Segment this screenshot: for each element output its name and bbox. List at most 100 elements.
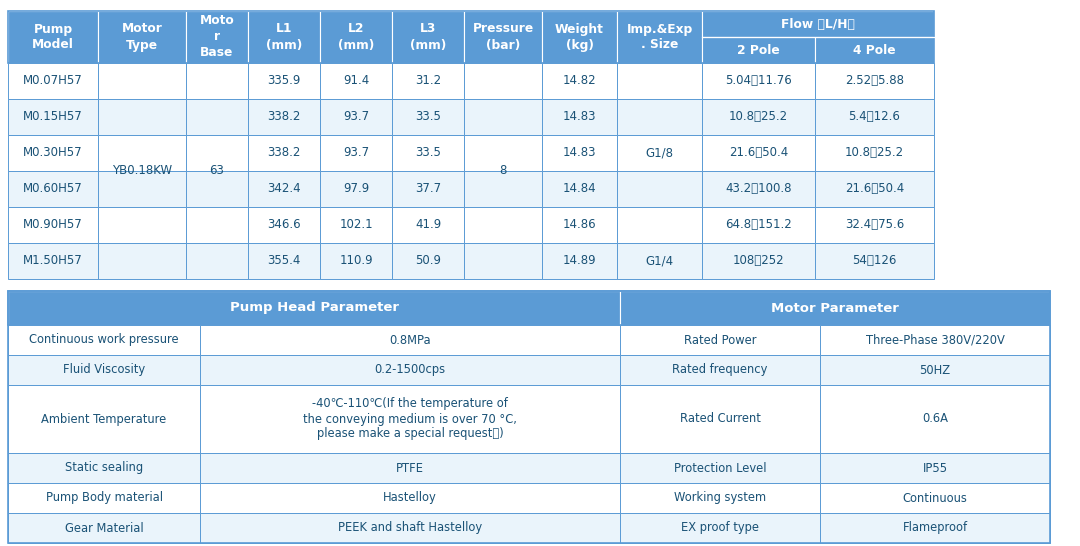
Text: 64.8～151.2: 64.8～151.2 [725,218,792,232]
Bar [200,325,620,355]
Bar [392,11,464,63]
Bar [8,325,200,355]
Text: Motor
Type: Motor Type [122,22,162,51]
Bar [820,325,1050,355]
Bar [620,385,820,453]
Text: 110.9: 110.9 [339,254,373,268]
Bar [200,513,620,543]
Bar [392,207,464,243]
Bar [464,99,542,135]
Bar [542,207,617,243]
Text: Working system: Working system [674,491,766,505]
Text: M0.07H57: M0.07H57 [23,74,83,87]
Bar [320,135,392,171]
Bar [820,513,1050,543]
Text: 5.4～12.6: 5.4～12.6 [849,110,901,123]
Bar [702,171,815,207]
Bar [392,171,464,207]
Bar [98,63,186,99]
Text: 10.8～25.2: 10.8～25.2 [845,146,904,159]
Text: 50.9: 50.9 [415,254,441,268]
Bar [98,135,186,171]
Text: Moto
r
Base: Moto r Base [200,15,234,60]
Text: 355.4: 355.4 [268,254,300,268]
Bar [320,171,392,207]
Text: 14.84: 14.84 [563,182,596,195]
Text: Three-Phase 380V/220V: Three-Phase 380V/220V [865,334,1004,347]
Bar [464,11,542,63]
Bar [620,355,820,385]
Bar [186,135,248,171]
Bar [8,63,98,99]
Bar [8,291,1050,543]
Text: G1/8: G1/8 [646,146,674,159]
Text: PTFE: PTFE [396,461,424,474]
Text: Motor Parameter: Motor Parameter [771,301,899,314]
Bar [815,63,934,99]
Bar [200,355,620,385]
Bar [542,171,617,207]
Text: Rated Current: Rated Current [679,412,760,425]
Bar [8,291,620,325]
Text: 93.7: 93.7 [343,146,369,159]
Bar [620,325,820,355]
Text: M0.30H57: M0.30H57 [23,146,83,159]
Text: 2 Pole: 2 Pole [738,44,780,56]
Bar [617,11,702,63]
Text: 37.7: 37.7 [415,182,441,195]
Bar [815,171,934,207]
Text: Pump Head Parameter: Pump Head Parameter [229,301,399,314]
Text: 14.86: 14.86 [563,218,596,232]
Text: M1.50H57: M1.50H57 [23,254,83,268]
Text: 21.6～50.4: 21.6～50.4 [845,182,904,195]
Text: 4 Pole: 4 Pole [853,44,895,56]
Bar [200,385,620,453]
Text: 8: 8 [499,164,507,177]
Bar [8,11,934,63]
Text: M0.15H57: M0.15H57 [23,110,83,123]
Text: L3
(mm): L3 (mm) [410,22,446,51]
Text: 63: 63 [210,164,225,177]
Text: Continuous: Continuous [903,491,968,505]
Text: Pump Body material: Pump Body material [45,491,162,505]
Bar [320,207,392,243]
Text: L2
(mm): L2 (mm) [338,22,374,51]
Text: Ambient Temperature: Ambient Temperature [41,412,166,425]
Bar [98,11,186,63]
Bar [702,207,815,243]
Text: IP55: IP55 [922,461,947,474]
Bar [186,99,248,135]
Text: 342.4: 342.4 [267,182,301,195]
Text: 14.83: 14.83 [563,110,596,123]
Text: 10.8～25.2: 10.8～25.2 [729,110,788,123]
Bar [248,207,320,243]
Bar [248,135,320,171]
Text: 43.2～100.8: 43.2～100.8 [726,182,792,195]
Bar [248,63,320,99]
Text: 41.9: 41.9 [415,218,441,232]
Bar [542,243,617,279]
Bar [617,243,702,279]
Text: 54～126: 54～126 [852,254,896,268]
Text: Fluid Viscosity: Fluid Viscosity [63,364,145,377]
Bar [620,513,820,543]
Bar [186,171,248,207]
Text: YB0.18KW: YB0.18KW [112,164,172,177]
Bar [8,291,1050,325]
Text: 338.2: 338.2 [268,146,300,159]
Text: G1/4: G1/4 [646,254,674,268]
Bar [820,355,1050,385]
Text: Weight
(kg): Weight (kg) [555,22,604,51]
Bar [98,171,186,207]
Bar [8,99,98,135]
Text: 346.6: 346.6 [267,218,301,232]
Text: 338.2: 338.2 [268,110,300,123]
Bar [186,243,248,279]
Bar [392,99,464,135]
Text: Rated Power: Rated Power [684,334,756,347]
Text: Pressure
(bar): Pressure (bar) [472,22,534,51]
Bar [815,207,934,243]
Bar [815,135,934,171]
Bar [8,355,200,385]
Bar [820,453,1050,483]
